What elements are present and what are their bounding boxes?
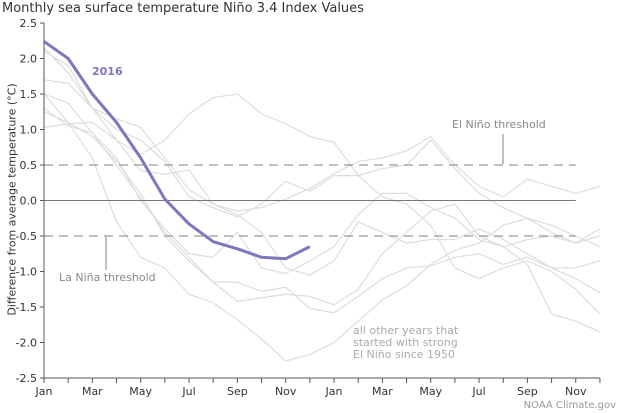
chart-title: Monthly sea surface temperature Niño 3.4…: [2, 1, 364, 16]
credit: NOAA Climate.gov: [523, 400, 616, 411]
x-tick-label: Sep: [227, 385, 248, 398]
others-annotation-line: El Niño since 1950: [353, 348, 455, 361]
y-tick-label: 2.0: [20, 53, 38, 66]
x-tick-label: Jul: [471, 385, 485, 398]
el-nino-threshold-label: El Niño threshold: [452, 118, 546, 131]
x-tick-label: May: [129, 385, 152, 398]
x-tick-label: May: [419, 385, 442, 398]
x-tick-label: Jul: [181, 385, 195, 398]
other-year-line: [43, 107, 601, 333]
others-annotation-line: started with strong: [353, 336, 458, 349]
x-tick-label: Nov: [565, 385, 587, 398]
y-tick-label: 1.5: [20, 88, 38, 101]
y-tick-label: 0.5: [20, 159, 38, 172]
other-year-line: [43, 93, 601, 362]
y-tick-label: 1.0: [20, 124, 38, 137]
la-nina-threshold-label: La Niña threshold: [59, 271, 156, 284]
highlight-line-2016: [43, 40, 311, 261]
x-tick-label: Sep: [517, 385, 538, 398]
y-tick-label: -0.5: [16, 230, 37, 243]
y-tick-label: -1.5: [16, 301, 37, 314]
other-year-line: [43, 111, 601, 306]
other-year-line: [43, 50, 601, 212]
other-year-line: [43, 47, 601, 248]
y-tick-label: -2.5: [16, 372, 37, 385]
y-tick-label: 0.0: [20, 195, 38, 208]
y-tick-label: 2.5: [20, 17, 38, 30]
x-tick-label: Jan: [325, 385, 343, 398]
x-tick-label: Mar: [82, 385, 103, 398]
y-tick-label: -1.0: [16, 266, 37, 279]
highlight-label: 2016: [92, 65, 123, 78]
x-tick-label: Nov: [275, 385, 297, 398]
y-tick-label: -2.0: [16, 337, 37, 350]
x-tick-label: Jan: [35, 385, 53, 398]
others-annotation-line: all other years that: [353, 324, 459, 337]
x-tick-label: Mar: [372, 385, 393, 398]
